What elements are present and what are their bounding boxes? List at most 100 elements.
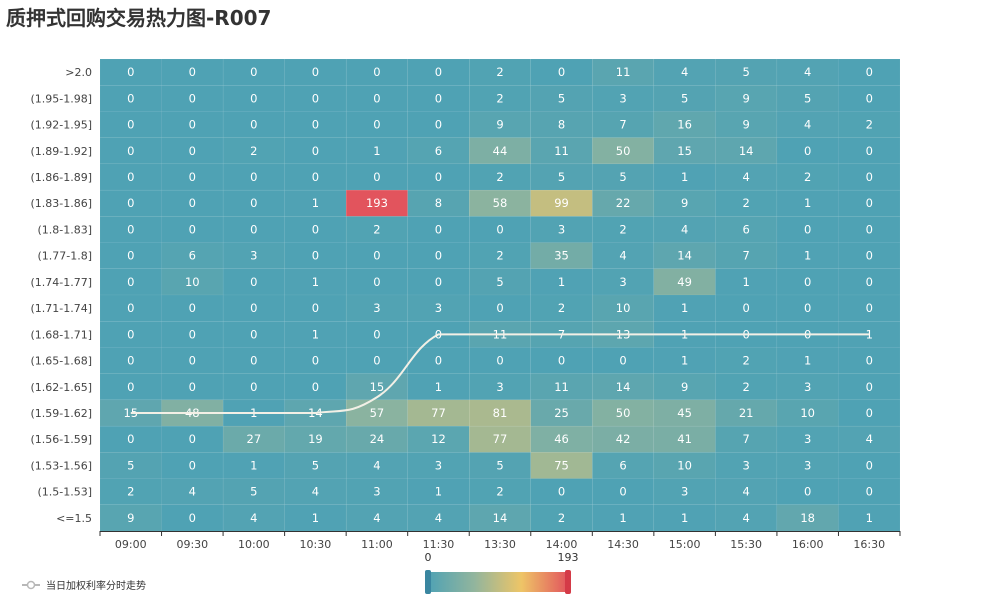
heatmap-cell[interactable] [345,84,408,112]
heatmap-cell[interactable] [99,242,162,270]
heatmap-cell[interactable] [468,347,532,374]
heatmap-cell[interactable] [345,137,408,165]
heatmap-cell[interactable] [407,452,470,479]
heatmap-cell[interactable] [715,347,778,374]
heatmap-cell[interactable] [222,137,285,165]
heatmap-cell[interactable] [715,111,778,138]
heatmap-cell[interactable] [99,137,162,165]
heatmap-cell[interactable] [99,58,162,86]
heatmap-cell[interactable] [592,268,655,296]
heatmap-cell[interactable] [592,504,655,532]
heatmap-cell[interactable] [161,373,224,401]
heatmap-cell[interactable] [161,504,224,532]
heatmap-cell[interactable] [468,294,532,322]
heatmap-cell[interactable] [468,268,532,296]
heatmap-cell[interactable] [222,84,285,112]
heatmap-cell[interactable] [776,84,839,112]
heatmap-cell[interactable] [530,452,593,479]
heatmap-cell[interactable] [345,504,408,532]
heatmap-cell[interactable] [161,320,224,348]
heatmap-cell[interactable] [161,216,224,243]
heatmap-cell[interactable] [530,137,593,165]
heatmap-cell[interactable] [468,84,532,112]
heatmap-cell[interactable] [715,163,778,191]
heatmap-cell[interactable] [838,425,901,453]
heatmap-cell[interactable] [530,242,593,270]
heatmap-cell[interactable] [468,425,532,453]
heatmap-cell[interactable] [592,111,655,138]
heatmap-cell[interactable] [284,425,347,453]
heatmap-cell[interactable] [345,478,408,506]
heatmap-cell[interactable] [345,425,408,453]
heatmap-cell[interactable] [715,373,778,401]
heatmap-cell[interactable] [284,84,347,112]
heatmap-cell[interactable] [838,84,901,112]
heatmap-cell[interactable] [530,294,593,322]
heatmap-cell[interactable] [468,58,532,86]
heatmap-cell[interactable] [468,216,532,243]
heatmap-cell[interactable] [653,216,716,243]
heatmap-cell[interactable] [99,268,162,296]
heatmap-cell[interactable] [468,189,532,217]
heatmap-cell[interactable] [284,504,347,532]
heatmap-cell[interactable] [592,137,655,165]
heatmap-cell[interactable] [161,189,224,217]
heatmap-cell[interactable] [407,504,470,532]
heatmap-cell[interactable] [530,189,593,217]
heatmap-cell[interactable] [776,58,839,86]
heatmap-cell[interactable] [592,347,655,374]
heatmap-cell[interactable] [468,504,532,532]
heatmap-cell[interactable] [161,242,224,270]
heatmap-cell[interactable] [284,294,347,322]
heatmap-cell[interactable] [653,294,716,322]
heatmap-cell[interactable] [653,58,716,86]
visual-map[interactable]: 0 193 [425,551,579,594]
heatmap-cell[interactable] [776,268,839,296]
heatmap-cell[interactable] [222,294,285,322]
heatmap-cell[interactable] [653,137,716,165]
heatmap-cell[interactable] [653,504,716,532]
heatmap-cell[interactable] [530,163,593,191]
heatmap-cell[interactable] [653,268,716,296]
heatmap-cell[interactable] [715,137,778,165]
heatmap-cell[interactable] [653,84,716,112]
heatmap-cell[interactable] [776,425,839,453]
heatmap-cell[interactable] [838,58,901,86]
heatmap-cell[interactable] [407,425,470,453]
heatmap-cell[interactable] [530,478,593,506]
heatmap-cell[interactable] [838,504,901,532]
heatmap-cell[interactable] [468,111,532,138]
heatmap-cell[interactable] [653,399,716,427]
legend[interactable]: 当日加权利率分时走势 [22,579,146,592]
heatmap-cell[interactable] [592,58,655,86]
heatmap-cell[interactable] [284,189,347,217]
heatmap-cell[interactable] [407,399,470,427]
heatmap-cell[interactable] [161,84,224,112]
heatmap-cell[interactable] [161,294,224,322]
heatmap-cell[interactable] [776,216,839,243]
heatmap-cell[interactable] [530,373,593,401]
heatmap-cell[interactable] [715,189,778,217]
heatmap-cell[interactable] [838,111,901,138]
heatmap-cell[interactable] [222,58,285,86]
heatmap-cell[interactable] [345,294,408,322]
heatmap-cell[interactable] [99,425,162,453]
heatmap-cell[interactable] [407,84,470,112]
heatmap-cell[interactable] [530,347,593,374]
heatmap-cell[interactable] [715,452,778,479]
heatmap-cell[interactable] [161,163,224,191]
heatmap-cell[interactable] [99,294,162,322]
heatmap-cell[interactable] [161,58,224,86]
heatmap-cell[interactable] [530,504,593,532]
heatmap-cell[interactable] [530,84,593,112]
heatmap-cell[interactable] [715,425,778,453]
heatmap-cell[interactable] [99,111,162,138]
heatmap-cell[interactable] [468,137,532,165]
heatmap-cell[interactable] [653,425,716,453]
heatmap-cell[interactable] [345,189,408,217]
heatmap-cell[interactable] [222,504,285,532]
heatmap-cell[interactable] [99,347,162,374]
heatmap-cell[interactable] [776,504,839,532]
heatmap-cell[interactable] [530,216,593,243]
heatmap-cell[interactable] [715,294,778,322]
